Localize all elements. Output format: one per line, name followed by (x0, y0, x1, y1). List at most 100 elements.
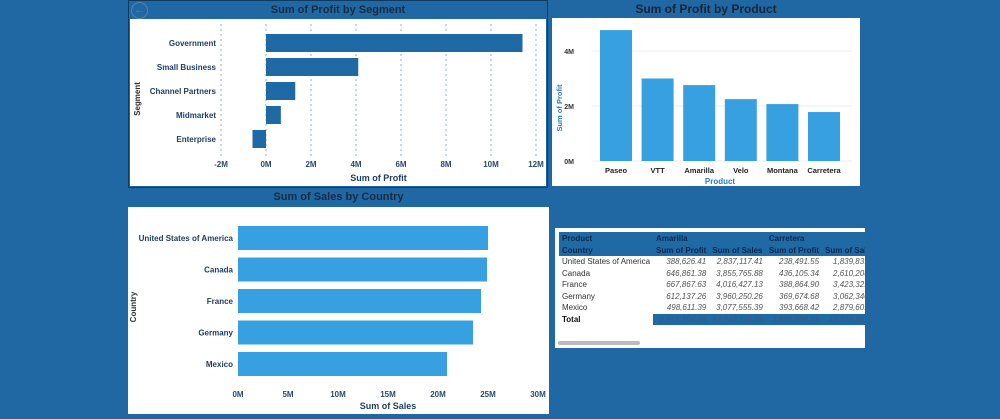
x-tick-label: 15M (380, 390, 396, 399)
country-sales-panel: Sum of Sales by Country 0M 5M 10M 15M 20M 25M… (128, 188, 549, 416)
category-label: Carretera (807, 166, 841, 175)
measure-header[interactable]: Sum of Sales (709, 244, 766, 256)
x-tick-label: 4M (350, 160, 361, 169)
x-tick-label: 0M (232, 390, 243, 399)
x-tick-label: 12M (528, 160, 544, 169)
chart-title: Sum of Profit by Product (635, 2, 777, 16)
x-axis-title: Product (705, 177, 736, 186)
y-axis-title: Sum of Profit (555, 84, 564, 132)
x-tick-label: 2M (305, 160, 316, 169)
category-label: France (207, 297, 234, 306)
x-tick-label: 0M (260, 160, 271, 169)
value-cell: 393,668.42 (779, 303, 820, 313)
y-tick-label: 4M (564, 49, 574, 56)
value-cell: 2,837,117.41 (716, 257, 763, 267)
bar (266, 106, 281, 124)
category-label: Enterprise (176, 135, 216, 144)
back-button[interactable]: ← (131, 2, 148, 19)
value-cell: 2,879,601.4 (833, 303, 865, 313)
country-cell: France (562, 280, 587, 290)
column-header-product[interactable]: Amarilla (653, 232, 766, 244)
y-axis-title: Country (129, 291, 138, 322)
value-cell: 4,016,427.13 (716, 280, 763, 290)
category-label: Amarilla (684, 166, 714, 175)
x-tick-label: -2M (214, 160, 228, 169)
bar (238, 226, 488, 250)
value-cell: 498,611.39 (666, 303, 707, 313)
table-row: Germany 612,137.26 3,960,250.26 369,674.68 3… (559, 291, 865, 303)
category-label: Paseo (605, 166, 628, 175)
value-cell: 3,077,555.39 (716, 303, 763, 313)
bar (266, 34, 523, 52)
country-cell: Mexico (562, 303, 588, 313)
category-label: Velo (733, 166, 749, 175)
table-row: Mexico 498,611.39 3,077,555.39 393,668.42 2,… (559, 302, 865, 314)
country-cell: United States of America (562, 257, 651, 267)
total-value: 2,814,104.06 (653, 313, 710, 325)
measure-header[interactable]: Sum of Profit (765, 244, 823, 256)
category-label: VTT (651, 166, 666, 175)
x-tick-label: 10M (330, 390, 346, 399)
x-tick-label: 25M (480, 390, 496, 399)
chart-title: Sum of Profit by Segment (270, 4, 406, 16)
category-label: Channel Partners (150, 87, 217, 96)
measure-header[interactable]: Sum of Sales (822, 244, 865, 256)
country-sales-chart: 0M 5M 10M 15M 20M 25M 30M United States of Amer… (129, 226, 546, 411)
value-cell: 388,864.90 (779, 280, 820, 290)
x-axis-title: Sum of Sales (360, 401, 417, 411)
category-label: Midmarket (176, 111, 216, 120)
bar (641, 78, 674, 161)
x-axis-title: Sum of Profit (350, 173, 407, 183)
x-tick-label: 20M (430, 390, 446, 399)
value-cell: 3,855,765.88 (716, 268, 763, 278)
value-cell: 3,062,340.0 (833, 291, 865, 301)
value-cell: 2,610,204.3 (833, 268, 865, 278)
bar (266, 58, 359, 76)
category-label: United States of America (139, 234, 234, 243)
table-row: Canada 646,861.38 3,855,765.88 436,105.34 2,… (559, 268, 865, 280)
country-cell: Germany (562, 291, 595, 301)
total-label: Total (559, 313, 654, 325)
category-label: Germany (198, 329, 233, 338)
value-cell: 388,626.41 (666, 257, 707, 267)
row-header-product: Product (559, 232, 654, 244)
arrow-left-circle-icon: ← (134, 4, 145, 16)
bar (766, 104, 799, 161)
product-profit-panel: Sum of Profit by Product 0M 2M 4M Paseo VTT A… (550, 0, 862, 188)
bar (238, 257, 487, 282)
measure-header[interactable]: Sum of Profit (653, 244, 710, 256)
bar (252, 130, 266, 148)
total-value: 17,747,116.06 (709, 313, 766, 325)
x-tick-label: 8M (440, 160, 451, 169)
value-cell: 436,105.34 (779, 268, 820, 278)
category-label: Government (169, 39, 216, 48)
segment-profit-chart: -2M 0M 2M 4M 6M 8M 10M 12M Government Small Busin… (133, 24, 544, 183)
category-label: Montana (767, 166, 799, 175)
chart-title: Sum of Sales by Country (273, 191, 404, 203)
x-tick-label: 10M (483, 160, 499, 169)
table-row: France 667,867.63 4,016,427.13 388,864.90 3,… (559, 279, 865, 291)
value-cell: 612,137.26 (666, 291, 707, 301)
matrix-table: Product Amarilla Carretera Country Sum o… (555, 228, 865, 348)
product-profit-chart: 0M 2M 4M Paseo VTT Amarilla Velo Montana Carrete… (555, 30, 852, 186)
column-header-product[interactable]: Carretera (765, 232, 865, 244)
value-cell: 3,960,250.26 (716, 291, 763, 301)
y-tick-label: 2M (564, 104, 574, 111)
total-row: Total 2,814,104.06 17,747,116.06 1,826,8… (559, 313, 865, 325)
value-cell: 667,867.63 (666, 280, 707, 290)
table-row: United States of America 388,626.41 2,837,… (559, 256, 865, 268)
value-cell: 369,674.68 (779, 291, 820, 301)
bar (683, 85, 716, 161)
total-value: 13,815,307.1 (822, 313, 865, 325)
country-cell: Canada (562, 268, 591, 278)
bar (600, 30, 632, 161)
value-cell: 238,491.55 (779, 257, 820, 267)
category-label: Canada (204, 266, 233, 275)
total-value: 1,826,804.89 (765, 313, 823, 325)
bar (238, 320, 473, 345)
value-cell: 3,423,321.5 (833, 280, 865, 290)
bar (238, 352, 447, 376)
horizontal-scrollbar[interactable] (558, 341, 640, 345)
row-header-country: Country (559, 244, 654, 256)
y-axis-title: Segment (133, 82, 142, 116)
